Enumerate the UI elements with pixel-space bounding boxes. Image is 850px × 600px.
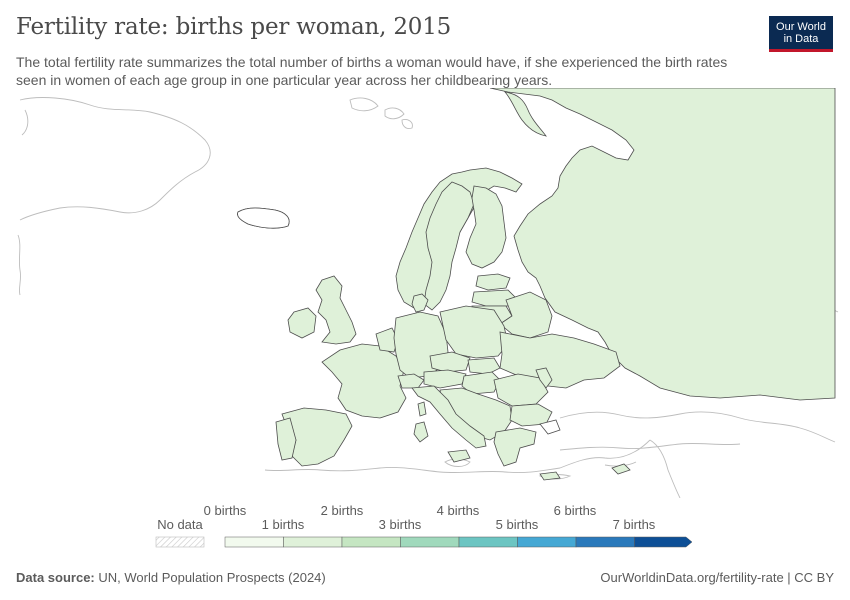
- credit-link[interactable]: OurWorldinData.org/fertility-rate | CC B…: [600, 570, 834, 585]
- country-portugal[interactable]: [275, 417, 297, 461]
- island-sicily[interactable]: [447, 449, 471, 463]
- country-ukraine[interactable]: [499, 331, 621, 389]
- legend-label-2: 2 births: [321, 503, 364, 518]
- legend-bin-1: [283, 536, 343, 548]
- country-moldova[interactable]: [535, 367, 553, 389]
- legend-bin-2: [341, 536, 401, 548]
- country-romania[interactable]: [493, 373, 549, 407]
- country-sweden[interactable]: [423, 181, 475, 311]
- island-crete[interactable]: [539, 471, 561, 481]
- country-ireland[interactable]: [287, 307, 317, 339]
- island-corsica[interactable]: [417, 401, 427, 417]
- legend-no-data-swatch: [155, 536, 205, 548]
- island-novaya-zemlya: [503, 91, 547, 137]
- legend-label-6: 6 births: [554, 503, 597, 518]
- legend-label-1: 1 births: [262, 517, 305, 532]
- data-source-text: UN, World Population Prospects (2024): [98, 570, 326, 585]
- country-slovakia[interactable]: [467, 357, 501, 375]
- legend-bin-4: [458, 536, 518, 548]
- data-source: Data source: UN, World Population Prospe…: [16, 570, 326, 585]
- legend-label-7: 7 births: [613, 517, 656, 532]
- legend-bin-5: [517, 536, 577, 548]
- legend: 0 births 1 births 2 births 3 births 4 bi…: [155, 503, 693, 548]
- chart-title: Fertility rate: births per woman, 2015: [16, 14, 452, 40]
- legend-label-5: 5 births: [496, 517, 539, 532]
- europe-map[interactable]: [0, 88, 850, 498]
- legend-label-4: 4 births: [437, 503, 480, 518]
- logo-line-2: in Data: [783, 32, 819, 45]
- country-finland[interactable]: [465, 185, 507, 269]
- country-france[interactable]: [321, 343, 407, 419]
- legend-label-0: 0 births: [204, 503, 247, 518]
- country-russia[interactable]: [489, 88, 836, 401]
- country-turkey-european[interactable]: [539, 419, 561, 435]
- island-iceland: [237, 207, 290, 229]
- country-united-kingdom[interactable]: [315, 275, 357, 345]
- owid-logo[interactable]: Our World in Data: [769, 16, 833, 52]
- legend-bin-6: [575, 536, 635, 548]
- country-denmark[interactable]: [411, 293, 429, 313]
- legend-bin-7-arrow: [634, 536, 693, 548]
- legend-no-data-label: No data: [157, 517, 203, 532]
- country-estonia[interactable]: [475, 273, 511, 291]
- island-cyprus[interactable]: [611, 463, 631, 475]
- country-czechia[interactable]: [429, 351, 471, 373]
- country-belarus[interactable]: [499, 291, 553, 339]
- legend-color-bins: [224, 536, 693, 548]
- country-switzerland[interactable]: [397, 373, 425, 389]
- legend-bin-0: [224, 536, 284, 548]
- country-austria[interactable]: [423, 369, 467, 389]
- logo-line-1: Our World: [776, 20, 826, 33]
- country-hungary[interactable]: [461, 371, 501, 395]
- country-greece[interactable]: [493, 427, 537, 467]
- chart-subtitle: The total fertility rate summarizes the …: [16, 54, 728, 88]
- data-source-label: Data source:: [16, 570, 95, 585]
- legend-bin-3: [400, 536, 460, 548]
- country-italy[interactable]: [411, 385, 487, 449]
- legend-label-3: 3 births: [379, 517, 422, 532]
- island-sardinia[interactable]: [413, 421, 429, 443]
